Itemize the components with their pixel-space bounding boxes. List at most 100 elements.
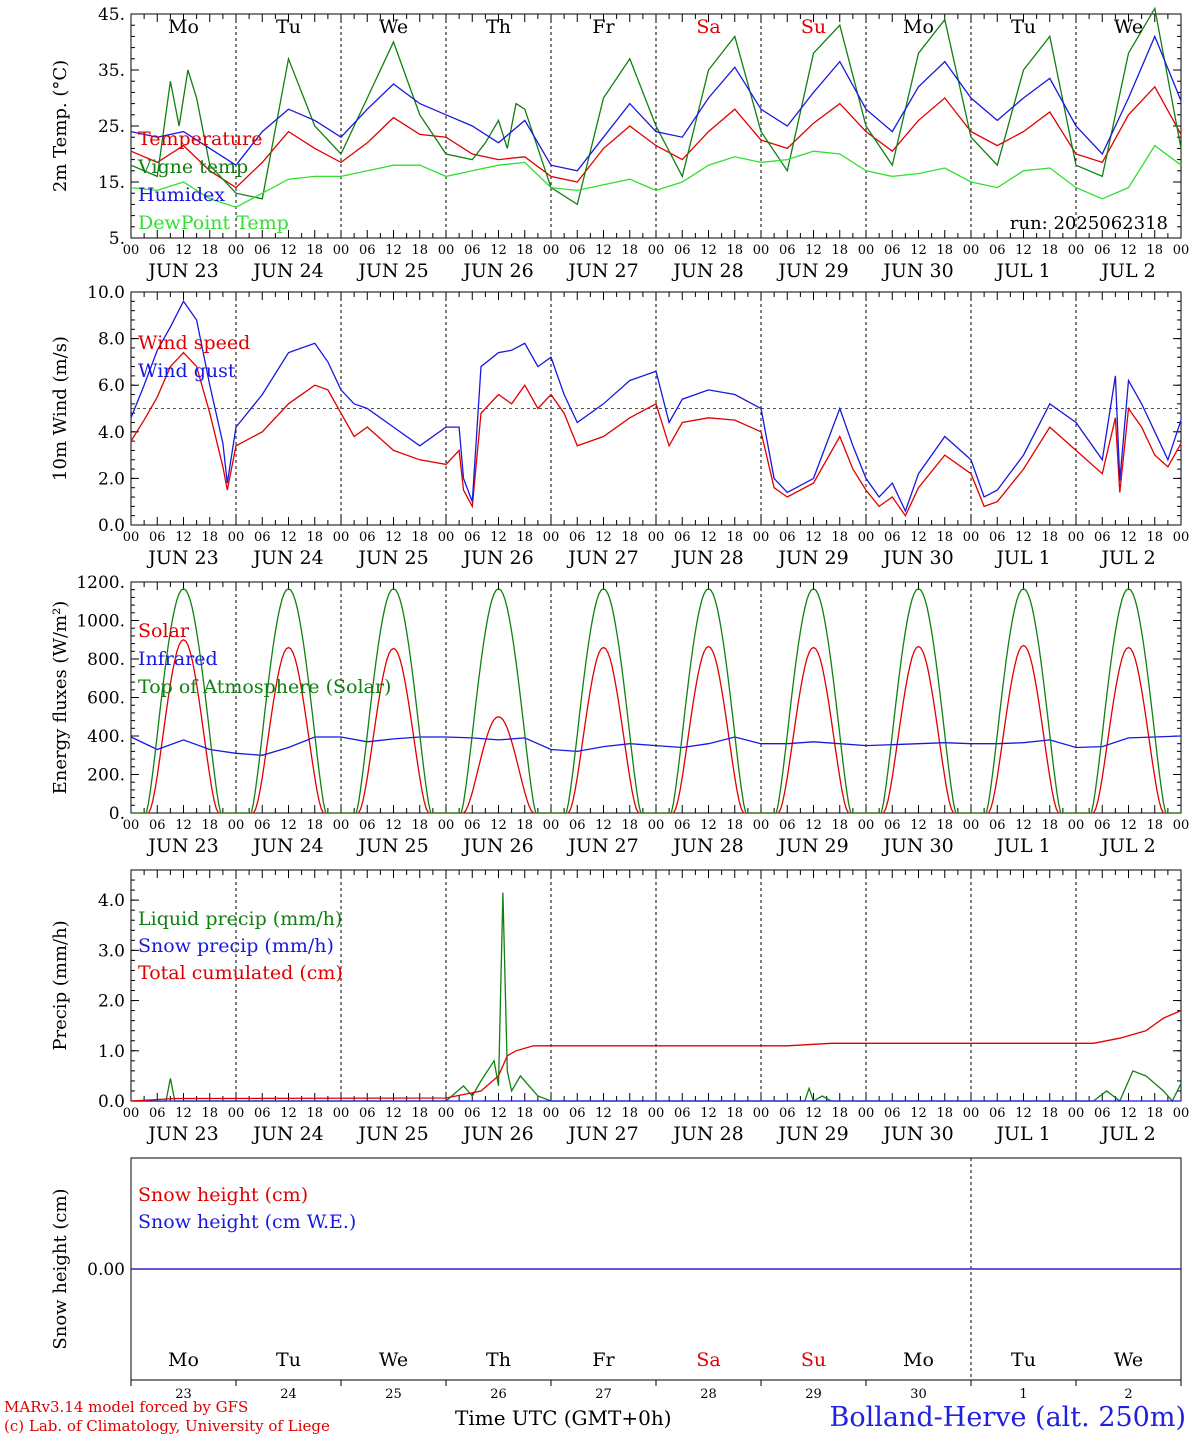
hour-tick-label: 12 (490, 1106, 507, 1121)
hour-tick-label: 12 (910, 243, 927, 258)
legend-entry: Humidex (138, 184, 225, 206)
hour-tick-label: 00 (858, 818, 875, 833)
date-label: JUN 23 (146, 835, 218, 857)
panel-3: 00 06 12 18 JUN 23 00 06 12 18 JUN 24 00 06 12 18 JUN … (50, 573, 1189, 857)
date-label: JUL 2 (1099, 1123, 1155, 1145)
hour-tick-label: 18 (726, 818, 743, 833)
day-label: Mo (903, 16, 934, 38)
day-label: Fr (592, 1349, 615, 1371)
hour-tick-label: 12 (280, 1106, 297, 1121)
hour-tick-label: 18 (306, 818, 323, 833)
hour-tick-label: 12 (175, 818, 192, 833)
hour-tick-label: 00 (123, 818, 140, 833)
y-tick-label: 2.0 (98, 992, 125, 1012)
day-label: Tu (1011, 16, 1036, 38)
hour-tick-label: 06 (359, 530, 376, 545)
y-tick-label: 35. (98, 61, 125, 81)
y-tick-label: 15. (98, 173, 125, 193)
hour-tick-label: 18 (411, 1106, 428, 1121)
hour-tick-label: 18 (306, 530, 323, 545)
hour-tick-label: 06 (884, 818, 901, 833)
hour-tick-label: 18 (411, 818, 428, 833)
hour-tick-label: 18 (621, 818, 638, 833)
hour-tick-label: 00 (543, 1106, 560, 1121)
y-tick-label: 1200. (76, 573, 125, 593)
hour-tick-label: 18 (621, 243, 638, 258)
y-axis-label: 2m Temp. (°C) (50, 60, 71, 192)
hour-tick-label: 12 (280, 530, 297, 545)
hour-tick-label: 00 (858, 1106, 875, 1121)
y-tick-label: 0. (109, 804, 125, 824)
hour-tick-label: 18 (1041, 243, 1058, 258)
day-number-label: 1 (1019, 1387, 1027, 1402)
hour-tick-label: 18 (1146, 1106, 1163, 1121)
hour-tick-label: 06 (884, 530, 901, 545)
date-label: JUN 30 (881, 835, 953, 857)
hour-tick-label: 12 (700, 1106, 717, 1121)
hour-tick-label: 12 (805, 1106, 822, 1121)
hour-tick-label: 00 (228, 818, 245, 833)
hour-tick-label: 00 (1068, 530, 1085, 545)
hour-tick-label: 00 (123, 1106, 140, 1121)
day-label: Su (801, 16, 826, 38)
y-tick-label: 800. (87, 650, 125, 670)
hour-tick-label: 00 (438, 818, 455, 833)
hour-tick-label: 12 (1120, 530, 1137, 545)
hour-tick-label: 18 (936, 530, 953, 545)
day-label: Th (486, 1349, 511, 1371)
hour-tick-label: 18 (411, 243, 428, 258)
hour-tick-label: 12 (490, 530, 507, 545)
y-tick-label: 45. (98, 5, 125, 25)
hour-tick-label: 12 (1015, 818, 1032, 833)
hour-tick-label: 06 (569, 243, 586, 258)
y-axis-label: 10m Wind (m/s) (50, 336, 71, 481)
date-label: JUN 27 (566, 547, 638, 569)
date-label: JUL 1 (994, 1123, 1050, 1145)
y-tick-label: 4.0 (98, 891, 125, 911)
hour-tick-label: 12 (595, 243, 612, 258)
y-tick-label: 0.00 (87, 1260, 125, 1280)
hour-tick-label: 06 (779, 818, 796, 833)
day-number-label: 26 (490, 1387, 507, 1402)
hour-tick-label: 18 (831, 818, 848, 833)
hour-tick-label: 06 (254, 530, 271, 545)
day-label: Mo (903, 1349, 934, 1371)
legend-entry: Solar (138, 620, 190, 642)
legend-entry: Liquid precip (mm/h) (138, 908, 342, 930)
series-line-temperature (130, 85, 1182, 189)
hour-tick-label: 00 (753, 1106, 770, 1121)
hour-tick-label: 00 (1173, 243, 1190, 258)
date-label: JUN 27 (566, 1123, 638, 1145)
hour-tick-label: 18 (411, 530, 428, 545)
y-axis-label: Snow height (cm) (50, 1188, 71, 1349)
hour-tick-label: 18 (1041, 1106, 1058, 1121)
hour-tick-label: 00 (753, 818, 770, 833)
hour-tick-label: 00 (858, 530, 875, 545)
hour-tick-label: 12 (910, 818, 927, 833)
date-label: JUN 27 (566, 835, 638, 857)
hour-tick-label: 12 (175, 530, 192, 545)
day-number-label: 29 (805, 1387, 822, 1402)
date-label: JUN 26 (461, 1123, 533, 1145)
date-label: JUN 30 (881, 547, 953, 569)
y-tick-label: 5. (109, 229, 125, 249)
hour-tick-label: 18 (516, 818, 533, 833)
hour-tick-label: 06 (1094, 530, 1111, 545)
hour-tick-label: 06 (989, 818, 1006, 833)
date-label: JUN 29 (776, 835, 848, 857)
hour-tick-label: 00 (648, 530, 665, 545)
date-label: JUL 1 (994, 835, 1050, 857)
y-tick-label: 6.0 (98, 376, 125, 396)
day-label: Th (486, 16, 511, 38)
hour-tick-label: 00 (543, 818, 560, 833)
date-label: JUN 24 (251, 260, 323, 282)
date-label: JUN 26 (461, 547, 533, 569)
hour-tick-label: 06 (674, 243, 691, 258)
legend-entry: DewPoint Temp (138, 212, 289, 234)
hour-tick-label: 18 (516, 530, 533, 545)
day-label: Tu (276, 16, 301, 38)
series-line-liquid-precip-mm-h- (131, 892, 1182, 1103)
hour-tick-label: 00 (1173, 818, 1190, 833)
date-label: JUN 25 (356, 835, 428, 857)
